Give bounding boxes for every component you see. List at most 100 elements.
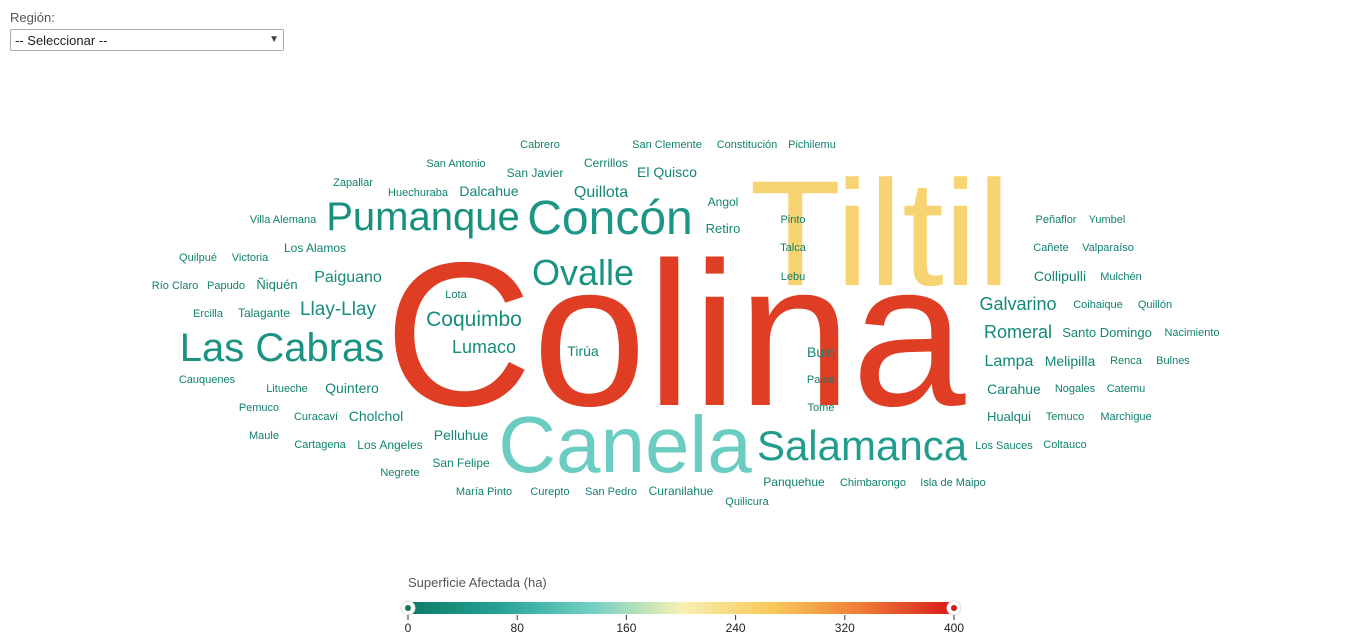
word-dalcahue[interactable]: Dalcahue <box>459 183 518 199</box>
word-santo-domingo[interactable]: Santo Domingo <box>1062 325 1152 340</box>
word-pelluhue[interactable]: Pelluhue <box>434 427 489 443</box>
word-cerrillos[interactable]: Cerrillos <box>584 156 628 170</box>
legend-gradient-bar <box>408 602 954 614</box>
word-panquehue[interactable]: Panquehue <box>763 475 825 489</box>
word-isla-de-maipo[interactable]: Isla de Maipo <box>920 477 985 489</box>
word-quillota[interactable]: Quillota <box>574 184 628 201</box>
word-cabrero[interactable]: Cabrero <box>520 139 560 151</box>
word-galvarino[interactable]: Galvarino <box>979 294 1056 314</box>
word-huechuraba[interactable]: Huechuraba <box>388 187 449 199</box>
word-maría-pinto[interactable]: María Pinto <box>456 486 512 498</box>
word-san-clemente[interactable]: San Clemente <box>632 139 702 151</box>
word-lota[interactable]: Lota <box>445 289 467 301</box>
word-tomé[interactable]: Tomé <box>808 402 835 414</box>
chevron-down-icon: ▼ <box>269 34 279 45</box>
word-pinto[interactable]: Pinto <box>780 214 805 226</box>
word-quillón[interactable]: Quillón <box>1138 299 1172 311</box>
word-san-felipe[interactable]: San Felipe <box>432 456 490 470</box>
word-lampa[interactable]: Lampa <box>985 353 1034 370</box>
word-bulnes[interactable]: Bulnes <box>1156 355 1190 367</box>
word-negrete[interactable]: Negrete <box>380 467 419 479</box>
word-ñiquén[interactable]: Ñiquén <box>256 277 297 292</box>
word-villa-alemana[interactable]: Villa Alemana <box>250 214 317 226</box>
word-retiro[interactable]: Retiro <box>706 221 741 236</box>
word-romeral[interactable]: Romeral <box>984 322 1052 342</box>
word-tirúa[interactable]: Tirúa <box>567 343 599 359</box>
word-los-sauces[interactable]: Los Sauces <box>975 440 1033 452</box>
legend-tick-label: 0 <box>405 621 412 635</box>
legend-min-handle-dot <box>405 605 411 611</box>
word-litueche[interactable]: Litueche <box>266 383 308 395</box>
word-coihaique[interactable]: Coihaique <box>1073 299 1123 311</box>
word-marchigue[interactable]: Marchigue <box>1100 411 1151 423</box>
word-los-alamos[interactable]: Los Alamos <box>284 241 346 255</box>
word-yumbel[interactable]: Yumbel <box>1089 214 1126 226</box>
word-san-pedro[interactable]: San Pedro <box>585 486 637 498</box>
word-río-claro[interactable]: Río Claro <box>152 280 198 292</box>
word-temuco[interactable]: Temuco <box>1046 411 1085 423</box>
word-carahue[interactable]: Carahue <box>987 381 1041 397</box>
word-canela[interactable]: Canela <box>498 400 752 489</box>
word-llay-llay[interactable]: Llay-Llay <box>300 299 377 320</box>
word-concón[interactable]: Concón <box>527 192 692 245</box>
word-ovalle[interactable]: Ovalle <box>532 252 634 293</box>
word-catemu[interactable]: Catemu <box>1107 383 1146 395</box>
color-legend: 0 80 160 240 320 400 <box>400 600 964 635</box>
word-el-quisco[interactable]: El Quisco <box>637 164 697 180</box>
word-peñaflor[interactable]: Peñaflor <box>1036 214 1077 226</box>
word-maule[interactable]: Maule <box>249 430 279 442</box>
legend-tick-label: 80 <box>511 621 525 635</box>
word-san-javier[interactable]: San Javier <box>507 166 564 180</box>
word-los-angeles[interactable]: Los Angeles <box>357 438 422 452</box>
word-curacaví[interactable]: Curacaví <box>294 411 338 423</box>
word-mulchén[interactable]: Mulchén <box>1100 271 1142 283</box>
legend-max-handle-dot <box>951 605 957 611</box>
word-paiguano[interactable]: Paiguano <box>314 269 382 286</box>
word-nogales[interactable]: Nogales <box>1055 383 1096 395</box>
legend-title: Superficie Afectada (ha) <box>408 575 547 590</box>
word-curepto[interactable]: Curepto <box>530 486 569 498</box>
word-pumanque[interactable]: Pumanque <box>326 195 519 239</box>
word-tiltil[interactable]: Tiltil <box>749 149 1010 317</box>
word-san-antonio[interactable]: San Antonio <box>426 158 485 170</box>
word-colina[interactable]: Colina <box>384 220 966 449</box>
word-zapallar[interactable]: Zapallar <box>333 177 373 189</box>
word-victoria[interactable]: Victoria <box>232 252 269 264</box>
word-constitución[interactable]: Constitución <box>717 139 778 151</box>
word-quilicura[interactable]: Quilicura <box>725 496 769 508</box>
word-collipulli[interactable]: Collipulli <box>1034 268 1086 284</box>
word-valparaíso[interactable]: Valparaíso <box>1082 242 1134 254</box>
word-salamanca[interactable]: Salamanca <box>757 422 968 469</box>
word-pemuco[interactable]: Pemuco <box>239 402 279 414</box>
word-las-cabras[interactable]: Las Cabras <box>180 326 385 370</box>
word-lebu[interactable]: Lebu <box>781 271 805 283</box>
word-angol[interactable]: Angol <box>708 195 739 209</box>
legend-tick-label: 400 <box>944 621 964 635</box>
word-hualqui[interactable]: Hualqui <box>987 409 1031 424</box>
word-curanilahue[interactable]: Curanilahue <box>649 484 714 498</box>
word-buin[interactable]: Buin <box>807 344 835 360</box>
word-chimbarongo[interactable]: Chimbarongo <box>840 477 906 489</box>
word-cartagena[interactable]: Cartagena <box>294 439 346 451</box>
word-talagante[interactable]: Talagante <box>238 306 290 320</box>
word-melipilla[interactable]: Melipilla <box>1045 353 1096 369</box>
word-coltauco[interactable]: Coltauco <box>1043 439 1086 451</box>
word-nacimiento[interactable]: Nacimiento <box>1164 327 1219 339</box>
word-papudo[interactable]: Papudo <box>207 280 245 292</box>
word-quintero[interactable]: Quintero <box>325 380 379 396</box>
region-select[interactable]: -- Seleccionar -- ▼ <box>10 29 284 51</box>
legend-tick-label: 240 <box>726 621 746 635</box>
word-cauquenes[interactable]: Cauquenes <box>179 374 236 386</box>
word-lumaco[interactable]: Lumaco <box>452 337 516 357</box>
word-cholchol[interactable]: Cholchol <box>349 408 403 424</box>
word-coquimbo[interactable]: Coquimbo <box>426 308 522 331</box>
word-paine[interactable]: Paine <box>807 374 835 386</box>
region-select-value: -- Seleccionar -- <box>15 33 108 48</box>
word-ercilla[interactable]: Ercilla <box>193 308 224 320</box>
word-cañete[interactable]: Cañete <box>1033 242 1068 254</box>
word-renca[interactable]: Renca <box>1110 355 1143 367</box>
word-quilpué[interactable]: Quilpué <box>179 252 217 264</box>
legend-tick-label: 160 <box>616 621 636 635</box>
word-pichilemu[interactable]: Pichilemu <box>788 139 836 151</box>
word-talca[interactable]: Talca <box>780 242 807 254</box>
